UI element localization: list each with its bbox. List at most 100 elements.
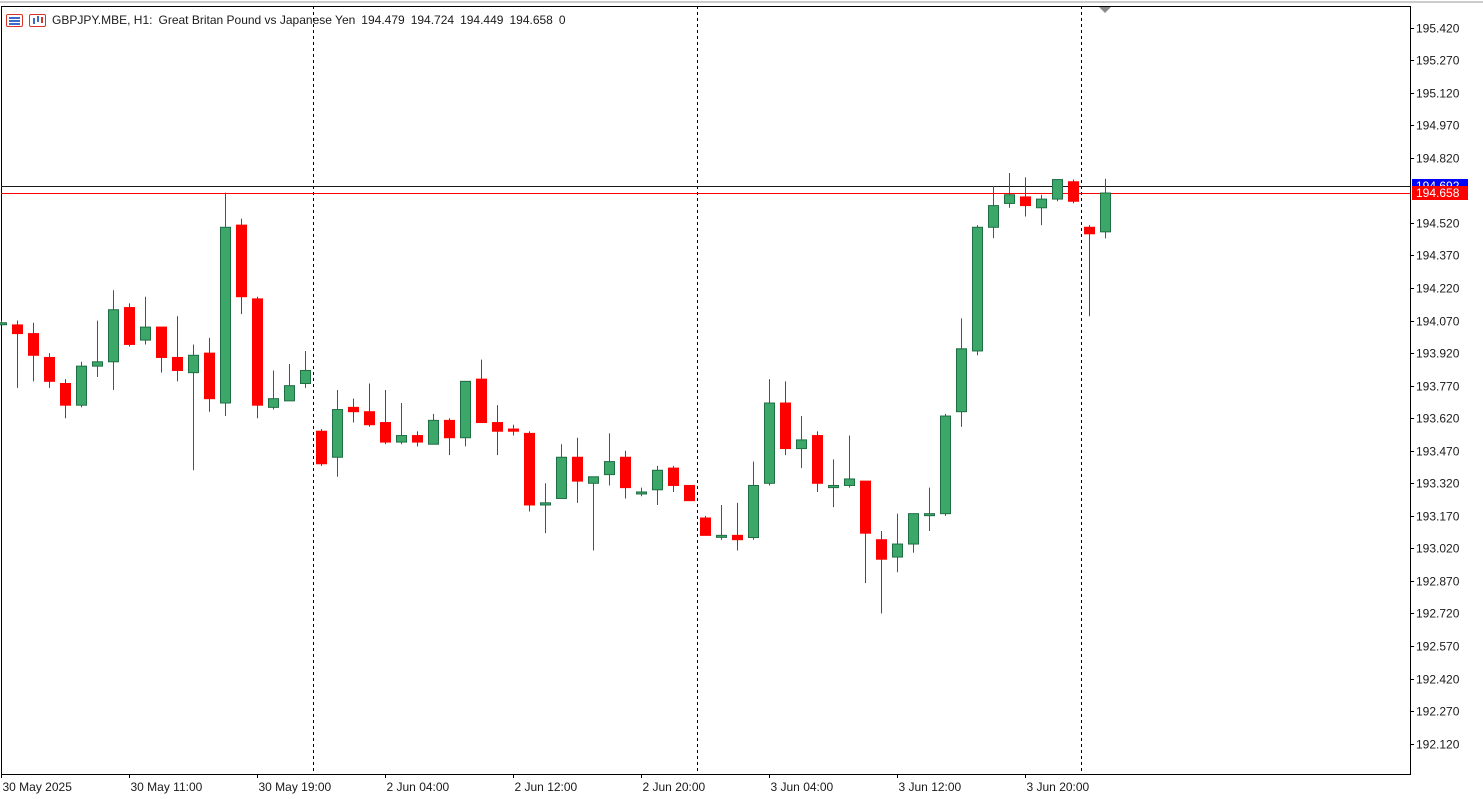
candle-body <box>860 480 871 534</box>
candle <box>0 320 7 326</box>
symbol-description: Great Britan Pound vs Japanese Yen <box>158 13 356 27</box>
y-tick-label: 194.520 <box>1416 217 1460 231</box>
candle <box>316 429 327 466</box>
candle-body <box>828 484 839 489</box>
x-tick-label: 3 Jun 12:00 <box>899 780 962 794</box>
candle <box>620 450 631 499</box>
chart-frame <box>0 1 1483 775</box>
candle <box>508 424 519 436</box>
price-lines <box>1 186 1410 194</box>
candle <box>1068 179 1079 204</box>
x-tick-label: 2 Jun 20:00 <box>643 780 706 794</box>
candle-body <box>220 226 231 404</box>
candle-body <box>0 322 7 326</box>
candle <box>364 383 375 427</box>
candle-body <box>12 324 23 335</box>
candle <box>876 531 887 614</box>
candle <box>572 437 583 503</box>
list-icon[interactable] <box>6 13 23 27</box>
candle-body <box>988 205 999 228</box>
candle <box>588 476 599 551</box>
candle-body <box>28 333 39 356</box>
chart-shift-marker <box>1099 7 1111 13</box>
x-tick-label: 3 Jun 20:00 <box>1027 780 1090 794</box>
candle-body <box>716 534 727 538</box>
y-tick-label: 192.870 <box>1416 575 1460 589</box>
candle <box>668 465 679 492</box>
candle-body <box>60 382 71 406</box>
candle-body <box>636 491 647 495</box>
candle <box>828 459 839 508</box>
candle-body <box>204 352 215 400</box>
candle <box>284 363 295 402</box>
candle-body <box>300 369 311 384</box>
candle-body <box>956 348 967 413</box>
candle <box>636 487 647 497</box>
candle <box>956 318 967 427</box>
candle-body <box>252 298 263 406</box>
candle <box>204 337 215 412</box>
candle-body <box>700 517 711 536</box>
y-tick-label: 192.570 <box>1416 640 1460 654</box>
x-tick-label: 30 May 11:00 <box>131 780 203 794</box>
y-tick-label: 192.420 <box>1416 673 1460 687</box>
candle-body <box>412 435 423 443</box>
y-tick-label: 192.720 <box>1416 607 1460 621</box>
y-tick-label: 194.070 <box>1416 315 1460 329</box>
x-tick-label: 30 May 2025 <box>3 780 73 794</box>
candle-body <box>764 402 775 484</box>
bid-price-badge-text: 194.658 <box>1416 186 1460 200</box>
candle <box>252 296 263 419</box>
candle <box>444 418 455 456</box>
candle <box>988 186 999 239</box>
y-tick-label: 193.020 <box>1416 542 1460 556</box>
candle-body <box>652 469 663 491</box>
candle-body <box>1068 181 1079 202</box>
candle <box>972 225 983 356</box>
candle <box>1036 194 1047 226</box>
price-axis[interactable]: 195.420 195.270 195.120 194.970 194.820 194.5… <box>1410 22 1460 752</box>
candle-body <box>540 502 551 506</box>
candle-body <box>156 326 167 358</box>
candle <box>268 370 279 410</box>
candle-body <box>316 430 327 465</box>
price-badges: 194.692194.658 <box>1412 179 1468 200</box>
y-tick-label: 194.970 <box>1416 119 1460 133</box>
candle-body <box>524 432 535 506</box>
high-value: 194.724 <box>410 13 455 27</box>
candle-body <box>748 484 759 539</box>
candle-body <box>236 224 247 298</box>
time-axis[interactable]: 30 May 2025 30 May 11:00 30 May 19:00 2 Jun… <box>1 774 1090 794</box>
candle-body <box>284 385 295 402</box>
candle-body <box>332 409 343 458</box>
bid-price-badge: 194.658 <box>1412 186 1468 200</box>
candle-body <box>844 478 855 486</box>
candle <box>12 320 23 388</box>
y-tick-label: 195.120 <box>1416 87 1460 101</box>
candle-body <box>1004 194 1015 204</box>
candle-body <box>76 365 87 406</box>
bars-chart-icon[interactable] <box>29 13 46 27</box>
candle <box>460 380 471 447</box>
candle <box>556 444 567 499</box>
candle-body <box>444 419 455 439</box>
candle <box>844 435 855 488</box>
candle-body <box>588 476 599 484</box>
candle <box>524 431 535 512</box>
candle <box>604 433 615 486</box>
candle <box>924 487 935 532</box>
candle-body <box>1084 226 1095 235</box>
x-tick-label: 30 May 19:00 <box>259 780 332 794</box>
candle <box>716 504 727 540</box>
candle <box>892 513 903 573</box>
candle <box>1052 179 1063 202</box>
symbol-label: GBPJPY.MBE, H1: <box>52 13 153 27</box>
candle <box>700 515 711 536</box>
candle <box>1004 173 1015 208</box>
y-tick-label: 193.770 <box>1416 380 1460 394</box>
x-tick-label: 3 Jun 04:00 <box>771 780 834 794</box>
candle <box>140 296 151 345</box>
candle <box>428 413 439 445</box>
candle <box>236 218 247 315</box>
